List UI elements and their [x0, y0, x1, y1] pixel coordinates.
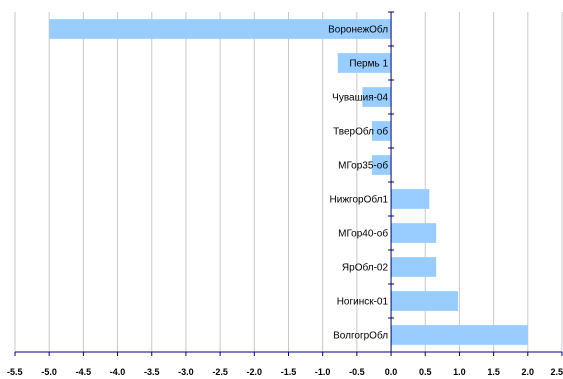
x-tick-label-8: -1.5 [281, 367, 297, 377]
category-label-4: МГор35-об [338, 160, 388, 172]
category-label-7: ЯрОбл-02 [342, 262, 389, 274]
category-label-2: Чувашия-04 [332, 93, 388, 104]
category-label-9: ВолгогрОбл [333, 330, 388, 342]
x-tick-label-2: -4.5 [76, 367, 92, 377]
x-tick-label-11: 0.0 [385, 367, 398, 377]
x-tick-label-4: -3.5 [144, 367, 160, 377]
x-tick-label-9: -1.0 [315, 367, 331, 377]
bar-8 [391, 291, 459, 311]
x-tick-label-3: -4.0 [110, 367, 126, 377]
x-tick-label-0: -5.5 [7, 367, 23, 377]
x-tick-labels: -5.5 -5.0 -4.5 -4.0 -3.5 -3.0 -2.5 -2.0 -1.5 -1.0… [7, 367, 563, 377]
bar-2 [362, 87, 392, 107]
category-labels: ВоронежОбл Пермь 1 Чувашия-04 ТверОбл об МГо… [328, 24, 388, 342]
bar-3 [371, 121, 392, 141]
bar-7 [391, 257, 437, 277]
x-tick-label-12: 0.5 [419, 367, 432, 377]
category-label-5: НижгорОбл1 [330, 194, 389, 206]
bars [49, 19, 528, 345]
x-tick-label-16: 2.5 [550, 367, 563, 377]
axes [14, 11, 563, 356]
category-label-3: ТверОбл об [333, 126, 388, 138]
x-tick-label-7: -2.0 [247, 367, 263, 377]
x-tick-label-5: -3.0 [178, 367, 194, 377]
bar-4 [371, 155, 392, 175]
bar-0 [49, 19, 392, 39]
gridlines [14, 12, 563, 352]
x-tick-label-14: 1.5 [487, 367, 500, 377]
bar-9 [391, 325, 528, 345]
bar-1 [337, 53, 392, 73]
category-label-1: Пермь 1 [349, 59, 388, 70]
x-tick-label-1: -5.0 [41, 367, 57, 377]
bar-5 [391, 189, 430, 209]
category-label-6: МГор40-об [338, 228, 388, 240]
bar-6 [391, 223, 437, 243]
category-label-0: ВоронежОбл [328, 24, 388, 36]
x-tick-label-13: 1.0 [453, 367, 466, 377]
category-label-8: Ногинск-01 [337, 297, 389, 308]
x-tick-label-6: -2.5 [212, 367, 228, 377]
x-tick-label-10: -0.5 [349, 367, 365, 377]
x-tick-label-15: 2.0 [522, 367, 535, 377]
